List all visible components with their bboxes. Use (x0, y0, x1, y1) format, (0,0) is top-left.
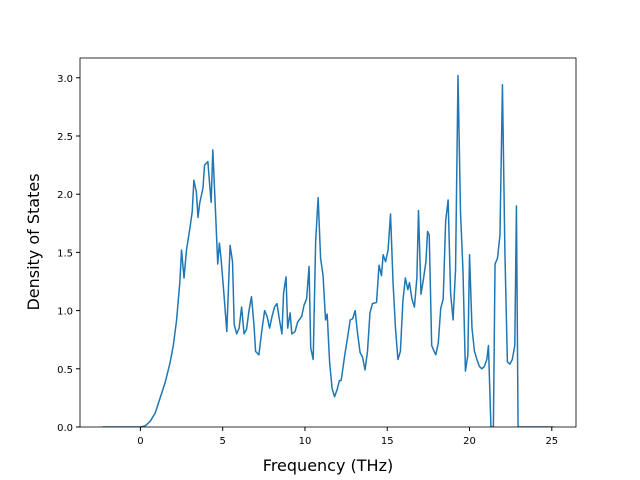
y-tick-label: 3.0 (57, 74, 73, 85)
x-tick-label: 10 (299, 436, 312, 447)
x-axis-label: Frequency (THz) (263, 456, 393, 475)
x-tick-label: 20 (463, 436, 476, 447)
y-tick-label: 2.0 (57, 190, 73, 201)
y-axis-label: Density of States (24, 173, 43, 310)
y-tick-label: 1.0 (57, 307, 73, 318)
x-tick-label: 0 (137, 436, 143, 447)
plot-frame (79, 57, 577, 428)
y-tick-label: 2.5 (57, 132, 73, 143)
x-tick-label: 5 (219, 436, 225, 447)
x-tick-label: 15 (381, 436, 394, 447)
x-tick-label: 25 (545, 436, 558, 447)
y-tick-label: 1.5 (57, 248, 73, 259)
y-tick-label: 0.5 (57, 365, 73, 376)
y-tick-label: 0.0 (57, 423, 73, 434)
line (102, 74, 554, 427)
